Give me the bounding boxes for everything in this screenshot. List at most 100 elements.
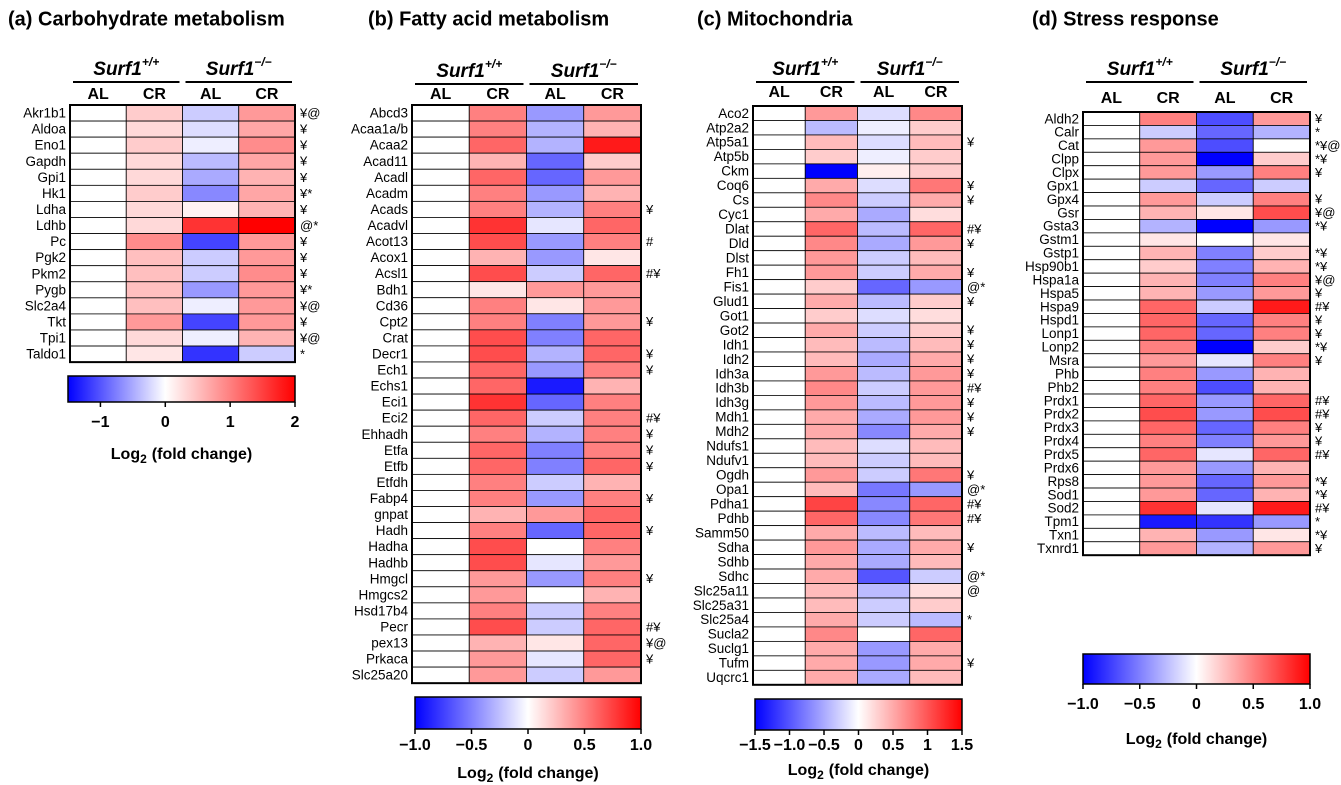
heatmap-cell [125, 168, 183, 186]
heatmap-cell [804, 177, 858, 194]
heatmap-cell [1252, 259, 1311, 274]
significance-annotation: ¥ [645, 314, 654, 329]
row-label: Akr1b1 [23, 106, 66, 121]
heatmap-cell [804, 120, 858, 136]
heatmap-cell [857, 409, 911, 425]
row-label: Tpm1 [1044, 514, 1079, 529]
heatmap-cell [526, 618, 585, 636]
heatmap-cell [1196, 527, 1254, 543]
row-label: Lonp1 [1041, 326, 1079, 341]
heatmap-cell [1139, 111, 1197, 126]
row-label: Etfb [384, 459, 408, 474]
heatmap-cell [1196, 514, 1254, 529]
significance-annotation: ¥@ [299, 330, 320, 345]
row-label: Txnrd1 [1037, 541, 1079, 556]
significance-annotation: ¥ [966, 135, 975, 150]
significance-annotation: ¥ [966, 410, 975, 425]
row-label: Prdx2 [1044, 407, 1079, 422]
heatmap-cell [125, 297, 183, 315]
heatmap-cell [238, 329, 296, 347]
heatmap-cell [526, 522, 585, 540]
panel-title: (a) Carbohydrate metabolism [8, 8, 285, 30]
heatmap-cell [125, 104, 183, 122]
heatmap-cell [468, 168, 527, 186]
heatmap-cell [468, 393, 527, 411]
significance-annotation: ¥ [1314, 286, 1323, 301]
heatmap-cell [182, 265, 240, 283]
heatmap-cell [526, 217, 585, 234]
group-superscript: −/− [599, 57, 616, 71]
row-label: Acsl1 [375, 266, 408, 281]
heatmap-cell [1196, 326, 1254, 341]
significance-annotation: *¥ [1315, 339, 1328, 354]
heatmap-cell [182, 104, 240, 122]
row-label: Pgk2 [35, 250, 66, 265]
heatmap-cell [468, 506, 527, 523]
significance-annotation: * [967, 612, 972, 627]
heatmap-cell [583, 265, 642, 283]
heatmap-cell [752, 177, 806, 194]
heatmap-cell [238, 249, 296, 267]
colorbar-label-rest: (fold change) [498, 765, 598, 782]
heatmap-cell [909, 134, 963, 150]
heatmap-cell [909, 163, 963, 179]
heatmap-cell [69, 297, 127, 315]
significance-annotation: ¥ [1314, 313, 1323, 328]
heatmap-cell [752, 264, 806, 281]
significance-annotation: ¥ [1314, 326, 1323, 341]
heatmap-cell [526, 441, 585, 459]
row-label: Ndufs1 [706, 439, 749, 454]
significance-annotation: ¥ [645, 362, 654, 377]
heatmap-cell [125, 313, 183, 331]
significance-annotation: *¥ [1315, 487, 1328, 502]
heatmap-cell [1139, 527, 1197, 543]
heatmap-cell [752, 149, 806, 165]
group-header: Surf1−/− [206, 55, 272, 80]
heatmap-cell [411, 473, 470, 491]
heatmap-cell [411, 297, 470, 315]
row-label: Hspd1 [1040, 313, 1079, 328]
heatmap-cell [804, 583, 858, 599]
row-label: Dlat [725, 222, 749, 237]
significance-annotation: ¥@ [645, 635, 666, 650]
row-label: Sdhc [718, 569, 749, 584]
group-superscript: +/+ [1155, 55, 1172, 69]
row-label: Hadh [376, 523, 408, 538]
significance-annotation: @* [967, 482, 985, 497]
heatmap-cell [468, 650, 527, 668]
row-label: Suclg1 [708, 641, 749, 656]
heatmap-cell [583, 217, 642, 234]
heatmap-cell [909, 568, 963, 584]
row-label: Idh2 [723, 352, 749, 367]
heatmap-cell [411, 425, 470, 443]
heatmap-cell [583, 377, 642, 395]
colorbar-tick-label: 1 [226, 414, 235, 431]
heatmap-cell [69, 313, 127, 331]
heatmap-cell [857, 452, 911, 469]
heatmap-cell [1196, 138, 1254, 153]
significance-annotation: ¥ [299, 154, 308, 169]
heatmap-cell [182, 249, 240, 267]
heatmap-cell [238, 120, 296, 138]
group-superscript: +/+ [142, 55, 159, 69]
heatmap-cell [526, 313, 585, 331]
heatmap-cell [1196, 407, 1254, 422]
row-label: Phb2 [1047, 380, 1079, 395]
heatmap-cell [1082, 259, 1141, 274]
panel-title: (d) Stress response [1032, 8, 1219, 30]
colorbar-tick-label: 1 [923, 737, 932, 754]
heatmap-cell [857, 669, 911, 686]
heatmap-cell [909, 554, 963, 570]
column-label: AL [430, 86, 452, 103]
row-label: Gsr [1057, 205, 1079, 220]
heatmap-border [69, 104, 296, 364]
heatmap-cell [909, 525, 963, 541]
heatmap-cell [857, 308, 911, 324]
heatmap-cell [526, 457, 585, 475]
column-label: CR [1270, 90, 1294, 107]
heatmap-cell [468, 297, 527, 315]
significance-annotation: ¥ [299, 250, 308, 265]
heatmap-cell [411, 441, 470, 459]
row-label: Acads [370, 202, 408, 217]
significance-annotation: ¥ [1314, 353, 1323, 368]
